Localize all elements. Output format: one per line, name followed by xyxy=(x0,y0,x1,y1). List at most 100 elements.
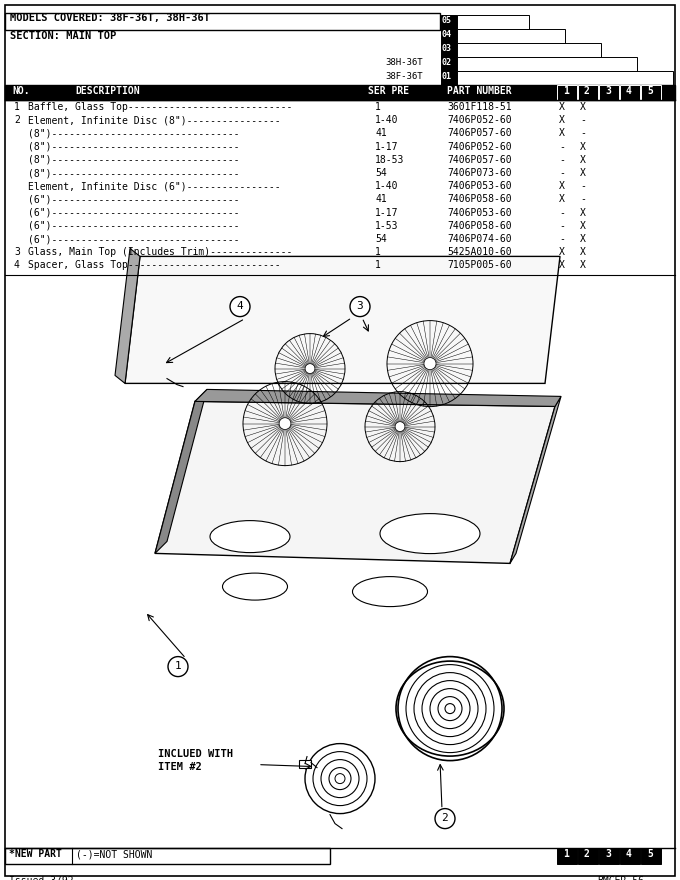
Circle shape xyxy=(435,809,455,829)
Text: 7406P053-60: 7406P053-60 xyxy=(447,208,511,217)
Text: 4: 4 xyxy=(626,86,632,96)
Text: 7406P058-60: 7406P058-60 xyxy=(447,221,511,231)
Text: Glass, Main Top (Includes Trim)--------------: Glass, Main Top (Includes Trim)---------… xyxy=(28,247,292,257)
Text: 7406P057-60: 7406P057-60 xyxy=(447,155,511,165)
Bar xyxy=(5,848,330,864)
Bar xyxy=(457,71,673,85)
Text: X: X xyxy=(580,221,586,231)
Text: 5425A010-60: 5425A010-60 xyxy=(447,247,511,257)
Circle shape xyxy=(305,363,315,373)
Text: Spacer, Glass Top--------------------------: Spacer, Glass Top-----------------------… xyxy=(28,260,281,270)
Text: (8")--------------------------------: (8")-------------------------------- xyxy=(28,155,239,165)
Text: 3: 3 xyxy=(14,247,20,257)
Text: X: X xyxy=(580,260,586,270)
Text: (6")--------------------------------: (6")-------------------------------- xyxy=(28,221,239,231)
Text: X: X xyxy=(580,234,586,244)
Text: MODELS COVERED: 38F-36T, 38H-36T: MODELS COVERED: 38F-36T, 38H-36T xyxy=(10,13,210,23)
Text: PART NUMBER: PART NUMBER xyxy=(447,86,511,96)
Bar xyxy=(599,85,619,100)
Text: -: - xyxy=(559,142,565,151)
Text: 5: 5 xyxy=(647,86,653,96)
Text: (6")--------------------------------: (6")-------------------------------- xyxy=(28,234,239,244)
Text: X: X xyxy=(580,168,586,178)
Text: 7406P058-60: 7406P058-60 xyxy=(447,194,511,204)
Bar xyxy=(620,85,640,100)
Circle shape xyxy=(230,297,250,317)
Text: Element, Infinite Disc (6")----------------: Element, Infinite Disc (6")-------------… xyxy=(28,181,281,191)
Text: 3: 3 xyxy=(605,849,611,859)
Circle shape xyxy=(350,297,370,317)
Ellipse shape xyxy=(222,573,288,600)
Text: 41: 41 xyxy=(375,194,387,204)
Text: 1-40: 1-40 xyxy=(375,115,398,125)
Text: Element, Infinite Disc (8")----------------: Element, Infinite Disc (8")-------------… xyxy=(28,115,281,125)
Text: X: X xyxy=(580,102,586,112)
Text: 3601F118-51: 3601F118-51 xyxy=(447,102,511,112)
Text: (8")--------------------------------: (8")-------------------------------- xyxy=(28,142,239,151)
Text: -: - xyxy=(559,208,565,217)
Ellipse shape xyxy=(352,576,428,606)
Text: 2: 2 xyxy=(584,86,590,96)
Text: 18-53: 18-53 xyxy=(375,155,405,165)
Text: 38H-36T: 38H-36T xyxy=(385,58,423,67)
Text: (6")--------------------------------: (6")-------------------------------- xyxy=(28,194,239,204)
Text: (6")--------------------------------: (6")-------------------------------- xyxy=(28,208,239,217)
Text: Issued 3/92: Issued 3/92 xyxy=(9,876,73,880)
Text: 1: 1 xyxy=(563,849,569,859)
Bar xyxy=(5,85,675,100)
Circle shape xyxy=(395,422,405,431)
Text: X: X xyxy=(559,260,565,270)
Text: -: - xyxy=(580,128,586,138)
Text: -: - xyxy=(580,194,586,204)
Text: 7406P052-60: 7406P052-60 xyxy=(447,142,511,151)
Text: 1: 1 xyxy=(14,102,20,112)
Bar xyxy=(578,848,598,864)
Text: X: X xyxy=(559,102,565,112)
Bar xyxy=(641,85,661,100)
Polygon shape xyxy=(125,256,560,384)
Text: 2: 2 xyxy=(441,813,448,823)
Text: 7406P057-60: 7406P057-60 xyxy=(447,128,511,138)
Bar xyxy=(299,759,311,767)
Bar xyxy=(441,57,457,71)
Bar xyxy=(620,848,640,864)
Circle shape xyxy=(168,656,188,677)
Text: 3: 3 xyxy=(605,86,611,96)
Text: 1-17: 1-17 xyxy=(375,142,398,151)
Text: 4: 4 xyxy=(237,301,243,312)
Polygon shape xyxy=(155,401,555,563)
Text: 1: 1 xyxy=(175,661,182,671)
Bar xyxy=(557,85,577,100)
Text: -: - xyxy=(580,115,586,125)
Polygon shape xyxy=(155,389,207,554)
Text: 41: 41 xyxy=(375,128,387,138)
Text: 1-53: 1-53 xyxy=(375,221,398,231)
Text: 7105P005-60: 7105P005-60 xyxy=(447,260,511,270)
Text: NO.: NO. xyxy=(12,86,30,96)
Bar xyxy=(441,43,457,57)
Text: (8")--------------------------------: (8")-------------------------------- xyxy=(28,128,239,138)
Text: X: X xyxy=(580,142,586,151)
Bar xyxy=(441,71,457,85)
Polygon shape xyxy=(510,396,561,563)
Bar xyxy=(641,848,661,864)
Text: 4: 4 xyxy=(626,849,632,859)
Text: 1: 1 xyxy=(563,86,569,96)
Ellipse shape xyxy=(380,514,480,554)
Text: DESCRIPTION: DESCRIPTION xyxy=(75,86,139,96)
Text: (-)=NOT SHOWN: (-)=NOT SHOWN xyxy=(76,849,152,859)
Text: 54: 54 xyxy=(375,168,387,178)
Text: 7406P073-60: 7406P073-60 xyxy=(447,168,511,178)
Text: -: - xyxy=(559,168,565,178)
Bar xyxy=(441,29,457,43)
Circle shape xyxy=(424,357,436,370)
Text: X: X xyxy=(559,194,565,204)
Text: X: X xyxy=(559,247,565,257)
Text: BMCER-56: BMCER-56 xyxy=(597,876,644,880)
Text: (8")--------------------------------: (8")-------------------------------- xyxy=(28,168,239,178)
Bar xyxy=(578,85,598,100)
Text: -: - xyxy=(559,221,565,231)
Bar xyxy=(457,43,601,57)
Text: 1: 1 xyxy=(375,247,381,257)
Text: X: X xyxy=(580,155,586,165)
